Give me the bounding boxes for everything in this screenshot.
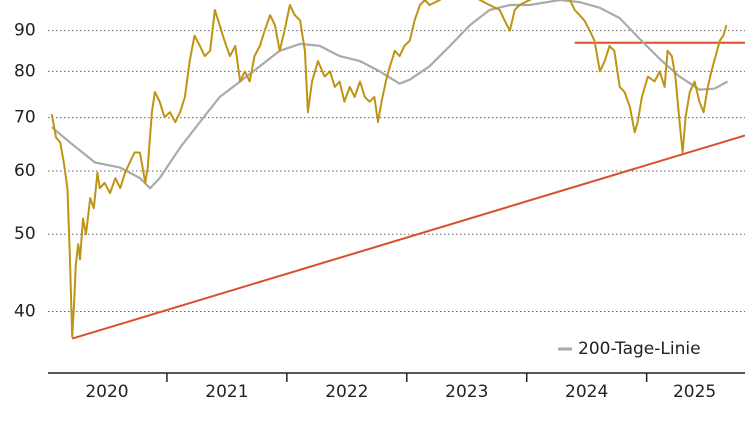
y-tick-label: 90	[14, 21, 36, 41]
y-tick-label: 70	[14, 108, 36, 128]
y-tick-label: 50	[14, 224, 36, 244]
y-tick-label: 40	[14, 302, 36, 322]
x-tick-label: 2020	[85, 382, 128, 402]
trend-line	[71, 134, 745, 340]
x-tick-label: 2023	[445, 382, 488, 402]
y-tick-label: 60	[14, 161, 36, 181]
x-tick-label: 2025	[673, 382, 716, 402]
x-tick-label: 2024	[565, 382, 608, 402]
y-tick-label: 80	[14, 61, 36, 81]
moving-average-line	[51, 0, 729, 190]
x-tick-label: 2022	[325, 382, 368, 402]
legend-label: 200-Tage-Linie	[578, 339, 701, 359]
plot-area	[50, 0, 745, 340]
x-tick-label: 2021	[205, 382, 248, 402]
price-line	[50, 0, 728, 338]
